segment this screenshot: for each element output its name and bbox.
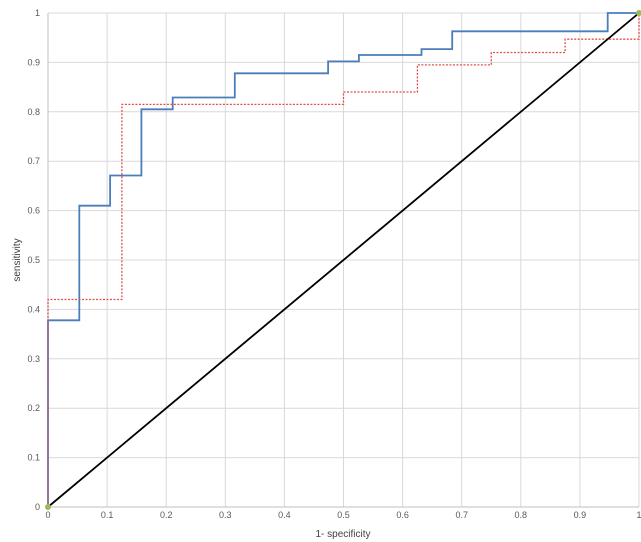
x-tick-label: 0.9	[574, 510, 587, 520]
series-lines	[47, 12, 640, 508]
endpoint-markers	[45, 10, 641, 510]
series-line-solid	[47, 12, 639, 507]
x-tick-label: 0	[45, 510, 50, 520]
y-tick-label: 0.6	[27, 206, 40, 216]
y-tick-label: 0.1	[27, 453, 40, 463]
x-tick-label: 0.6	[396, 510, 409, 520]
y-tick-label: 0	[35, 502, 40, 512]
x-tick-label: 0.5	[337, 510, 350, 520]
x-tick-label: 1	[636, 510, 641, 520]
x-tick-label: 0.7	[455, 510, 468, 520]
x-tick-label: 0.1	[101, 510, 114, 520]
y-tick-label: 0.2	[27, 403, 40, 413]
y-tick-label: 0.3	[27, 354, 40, 364]
y-axis-title: sensitivity	[12, 238, 23, 281]
x-tick-label: 0.3	[219, 510, 232, 520]
x-axis-title: 1- specificity	[315, 529, 370, 540]
endpoint-marker	[636, 10, 641, 16]
y-tick-label: 0.4	[27, 304, 40, 314]
y-tick-label: 0.9	[27, 57, 40, 67]
x-tick-label: 0.4	[278, 510, 291, 520]
gridlines	[48, 12, 640, 507]
y-tick-label: 0.7	[27, 156, 40, 166]
y-tick-label: 1	[35, 8, 40, 18]
x-tick-label: 0.8	[515, 510, 528, 520]
y-tick-label: 0.5	[27, 255, 40, 265]
y-tick-label: 0.8	[27, 107, 40, 117]
tick-labels: 0 0.1 0.2 0.3 0.4 0.5 0.6 0.7 0.8 0.9 1 0 0.1 0.2 0.3 0…	[27, 8, 641, 520]
x-tick-label: 0.2	[160, 510, 173, 520]
reference-diagonal-line	[47, 12, 640, 508]
endpoint-marker	[45, 504, 51, 510]
